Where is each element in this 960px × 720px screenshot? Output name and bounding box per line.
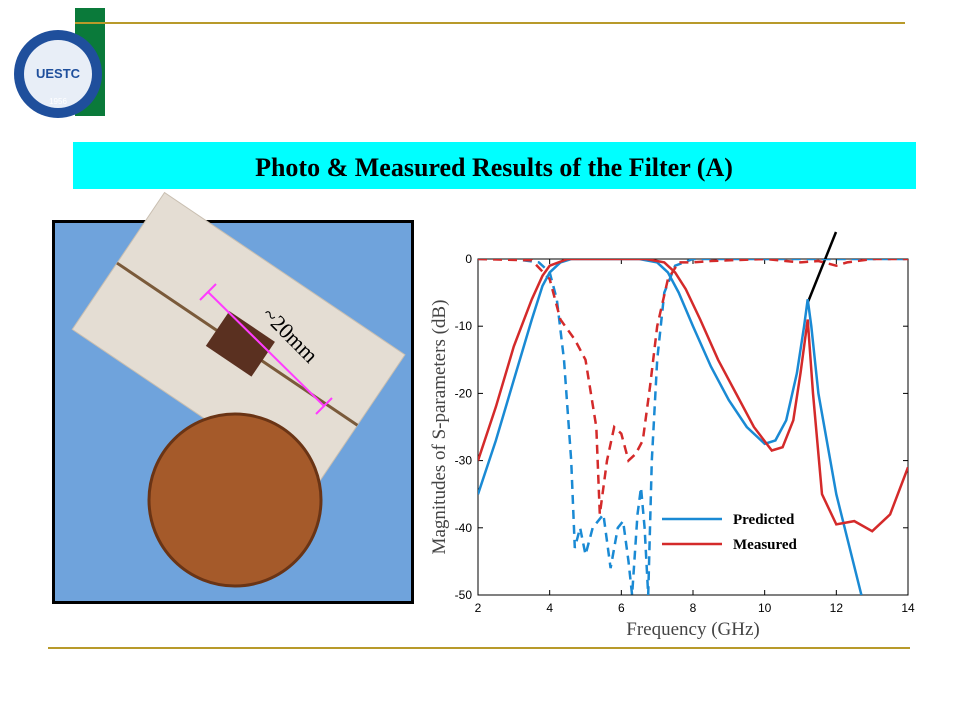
dimension-arrow [199,283,333,415]
logo-year: 1956 [49,97,67,106]
y-axis-label: Magnitudes of S-parameters (dB) [429,300,450,555]
y-tick-label: 0 [465,252,472,266]
series-line [478,259,908,515]
slide-title: Photo & Measured Results of the Filter (… [255,153,733,182]
x-tick-label: 2 [475,601,482,615]
y-tick-label: -10 [455,319,473,333]
plot-area [478,259,908,595]
x-tick-label: 4 [546,601,553,615]
y-tick-label: -20 [455,386,473,400]
title-bar [73,142,916,189]
x-tick-label: 6 [618,601,625,615]
x-axis-label: Frequency (GHz) [626,619,759,640]
logo-text: UESTC [36,66,81,81]
x-tick-label: 8 [690,601,697,615]
logo-inner [24,40,92,108]
annotation-line [806,231,838,303]
x-tick-label: 12 [830,601,844,615]
series-line [478,259,863,595]
x-tick-label: 10 [758,601,772,615]
legend-label: Predicted [733,512,795,528]
y-tick-label: -30 [455,454,473,468]
legend-label: Measured [733,537,798,553]
y-tick-label: -40 [455,521,473,535]
coin [147,412,323,588]
series-line [478,259,908,533]
x-tick-label: 14 [901,601,915,615]
y-tick-label: -50 [455,588,473,602]
